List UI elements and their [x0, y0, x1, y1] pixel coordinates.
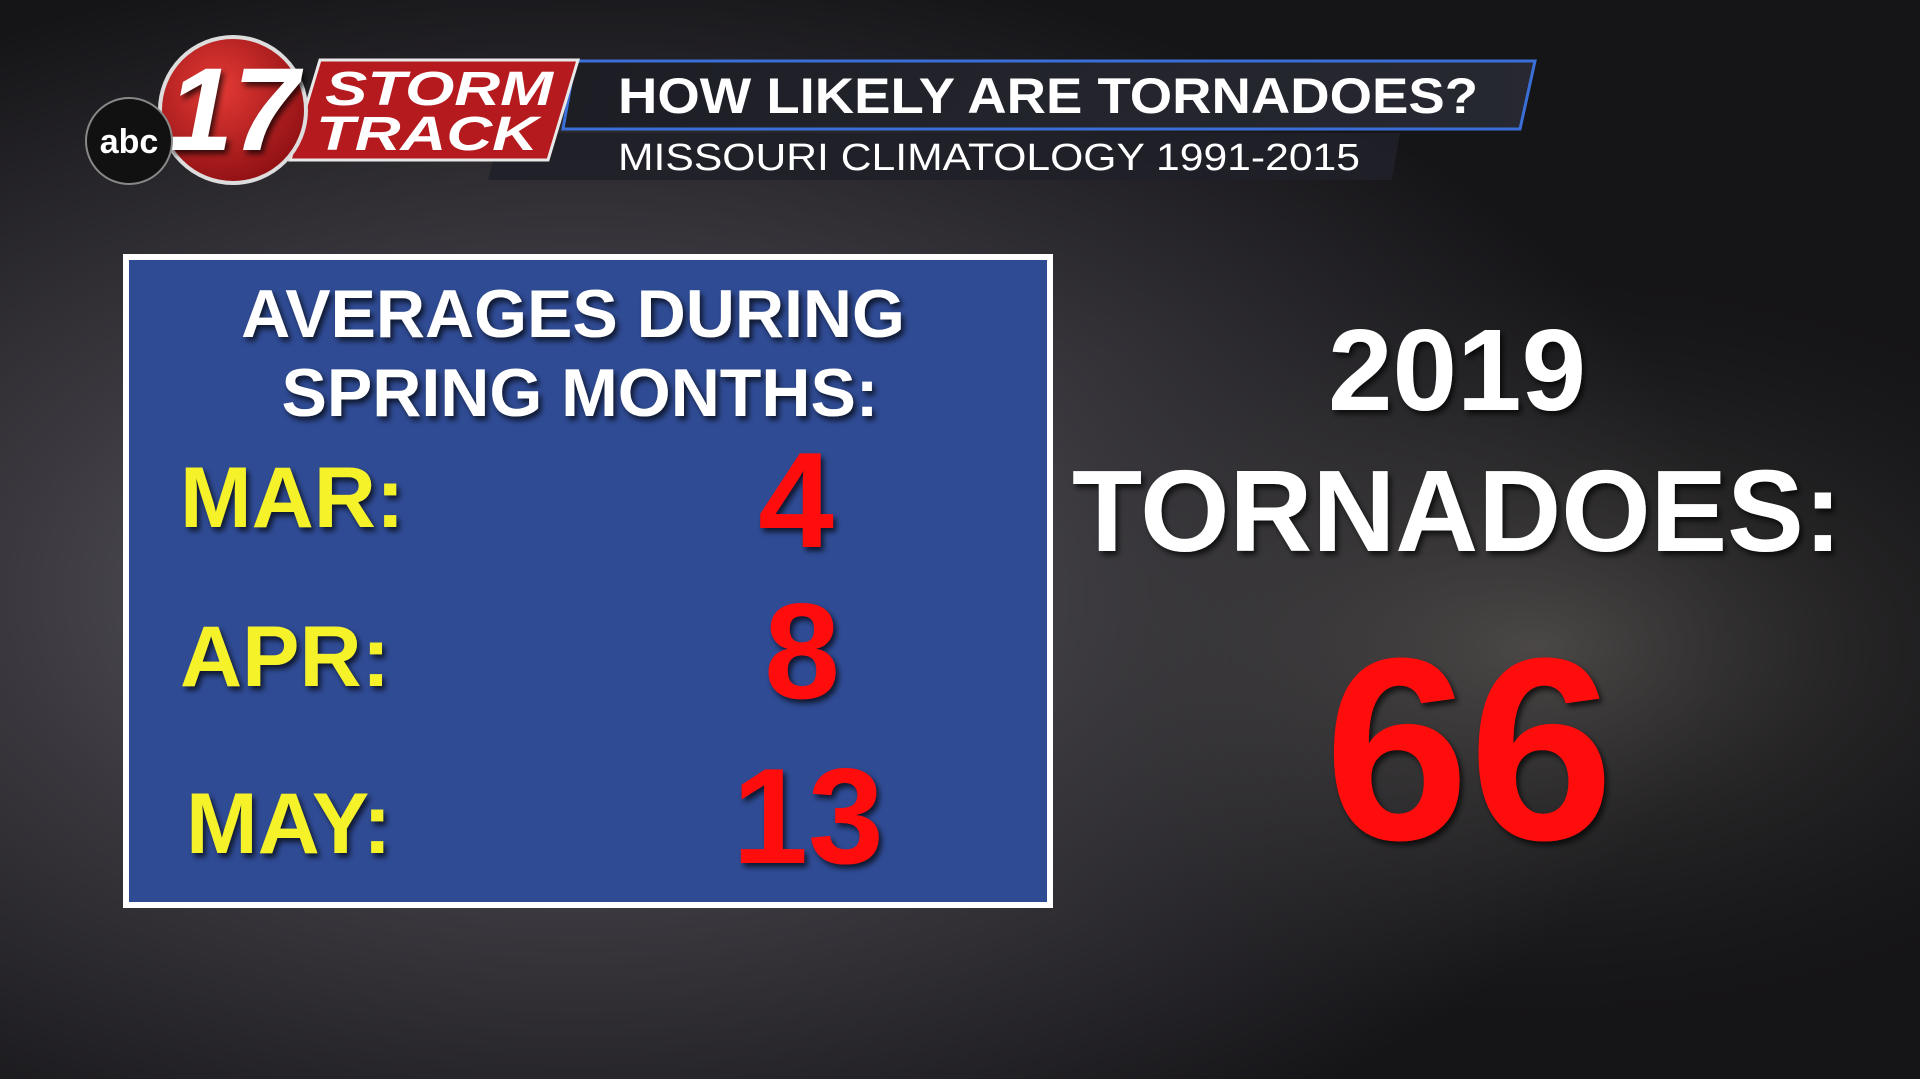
current-year: 2019	[1328, 305, 1586, 435]
logo-line2: TRACK	[316, 108, 542, 161]
month-value: 8	[764, 575, 840, 727]
header-title: HOW LIKELY ARE TORNADOES?	[618, 68, 1478, 124]
title-bar	[561, 59, 1537, 131]
month-value: 4	[758, 424, 834, 576]
current-value: 66	[1324, 605, 1613, 895]
month-value: 13	[732, 740, 883, 892]
subtitle-bar	[488, 133, 1400, 180]
current-label: TORNADOES:	[1072, 446, 1842, 576]
logo-line1: STORM	[325, 63, 554, 116]
month-label: APR:	[180, 609, 390, 705]
box-heading: SPRING MONTHS:	[282, 355, 879, 431]
logo-abc-circle	[85, 97, 173, 185]
header-subtitle: MISSOURI CLIMATOLOGY 1991-2015	[618, 137, 1360, 179]
box-heading: AVERAGES DURING	[241, 276, 905, 352]
logo-channel: 17	[167, 44, 304, 176]
logo-network: abc	[100, 123, 159, 161]
month-label: MAR:	[180, 450, 405, 546]
month-label: MAY:	[186, 776, 391, 872]
averages-box	[123, 254, 1053, 908]
